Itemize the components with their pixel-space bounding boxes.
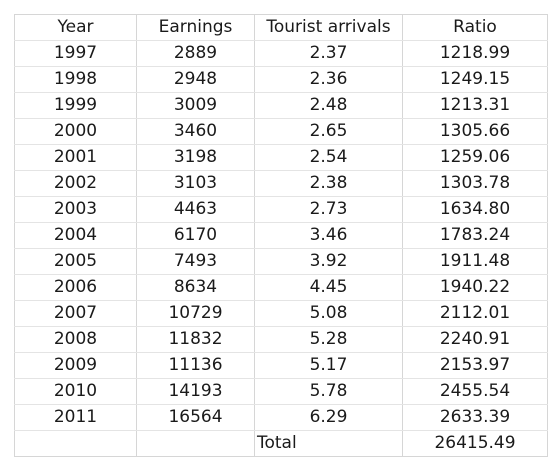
table-row: 2002 3103 2.38 1303.78 xyxy=(14,170,548,197)
cell-earnings[interactable]: 6170 xyxy=(136,222,255,249)
cell-tourist-arrivals[interactable]: 6.29 xyxy=(254,404,403,431)
table-body: 1997 2889 2.37 1218.99 1998 2948 2.36 12… xyxy=(14,40,548,457)
cell-year[interactable]: 2009 xyxy=(14,352,137,379)
table-row: 2001 3198 2.54 1259.06 xyxy=(14,144,548,171)
cell-year[interactable]: 1999 xyxy=(14,92,137,119)
cell-tourist-arrivals[interactable]: 2.36 xyxy=(254,66,403,93)
cell-tourist-arrivals[interactable]: 2.38 xyxy=(254,170,403,197)
cell-earnings[interactable]: 2889 xyxy=(136,40,255,67)
header-tourist-arrivals[interactable]: Tourist arrivals xyxy=(254,14,403,41)
cell-earnings[interactable]: 4463 xyxy=(136,196,255,223)
cell-year[interactable]: 2006 xyxy=(14,274,137,301)
cell-tourist-arrivals[interactable]: 5.78 xyxy=(254,378,403,405)
header-year[interactable]: Year xyxy=(14,14,137,41)
cell-ratio[interactable]: 1634.80 xyxy=(402,196,548,223)
cell-ratio[interactable]: 2112.01 xyxy=(402,300,548,327)
cell-year[interactable]: 2000 xyxy=(14,118,137,145)
cell-tourist-arrivals[interactable]: 5.17 xyxy=(254,352,403,379)
cell-earnings[interactable]: 14193 xyxy=(136,378,255,405)
cell-earnings[interactable]: 3009 xyxy=(136,92,255,119)
table-row: 2008 11832 5.28 2240.91 xyxy=(14,326,548,353)
cell-tourist-arrivals[interactable]: 2.65 xyxy=(254,118,403,145)
cell-ratio[interactable]: 1940.22 xyxy=(402,274,548,301)
spreadsheet: Year Earnings Tourist arrivals Ratio 199… xyxy=(14,14,548,457)
table-row: 1998 2948 2.36 1249.15 xyxy=(14,66,548,93)
cell-earnings[interactable]: 10729 xyxy=(136,300,255,327)
cell-ratio[interactable]: 2240.91 xyxy=(402,326,548,353)
table-row: 1997 2889 2.37 1218.99 xyxy=(14,40,548,67)
table-row: 2005 7493 3.92 1911.48 xyxy=(14,248,548,275)
cell-year[interactable]: 2004 xyxy=(14,222,137,249)
cell-year[interactable]: 2005 xyxy=(14,248,137,275)
cell-earnings[interactable]: 3460 xyxy=(136,118,255,145)
cell-year[interactable]: 2001 xyxy=(14,144,137,171)
cell-ratio[interactable]: 1249.15 xyxy=(402,66,548,93)
cell-year[interactable]: 2007 xyxy=(14,300,137,327)
cell-earnings[interactable]: 2948 xyxy=(136,66,255,93)
cell-tourist-arrivals[interactable]: 2.54 xyxy=(254,144,403,171)
cell-year[interactable]: 1997 xyxy=(14,40,137,67)
cell-ratio[interactable]: 1305.66 xyxy=(402,118,548,145)
table-row: 2007 10729 5.08 2112.01 xyxy=(14,300,548,327)
cell-ratio[interactable]: 2455.54 xyxy=(402,378,548,405)
cell-earnings[interactable]: 16564 xyxy=(136,404,255,431)
cell-ratio[interactable]: 1259.06 xyxy=(402,144,548,171)
table-row: 2003 4463 2.73 1634.80 xyxy=(14,196,548,223)
table-row: 2006 8634 4.45 1940.22 xyxy=(14,274,548,301)
cell-year[interactable]: 2008 xyxy=(14,326,137,353)
cell-earnings[interactable]: 11136 xyxy=(136,352,255,379)
cell-earnings[interactable]: 7493 xyxy=(136,248,255,275)
cell-tourist-arrivals[interactable]: 2.73 xyxy=(254,196,403,223)
cell-earnings[interactable]: 11832 xyxy=(136,326,255,353)
cell-tourist-arrivals[interactable]: 3.92 xyxy=(254,248,403,275)
cell-ratio[interactable]: 1783.24 xyxy=(402,222,548,249)
cell-ratio[interactable]: 1303.78 xyxy=(402,170,548,197)
header-ratio[interactable]: Ratio xyxy=(402,14,548,41)
cell-ratio[interactable]: 2633.39 xyxy=(402,404,548,431)
table-row: 2000 3460 2.65 1305.66 xyxy=(14,118,548,145)
header-earnings[interactable]: Earnings xyxy=(136,14,255,41)
cell-year[interactable]: 1998 xyxy=(14,66,137,93)
cell-ratio[interactable]: 1911.48 xyxy=(402,248,548,275)
cell-year[interactable]: 2002 xyxy=(14,170,137,197)
cell-year[interactable]: 2003 xyxy=(14,196,137,223)
cell-tourist-arrivals[interactable]: 5.28 xyxy=(254,326,403,353)
cell-tourist-arrivals[interactable]: 2.48 xyxy=(254,92,403,119)
cell-tourist-arrivals[interactable]: 5.08 xyxy=(254,300,403,327)
cell-ratio[interactable]: 1218.99 xyxy=(402,40,548,67)
cell-tourist-arrivals[interactable]: 3.46 xyxy=(254,222,403,249)
cell-ratio[interactable]: 2153.97 xyxy=(402,352,548,379)
cell-ratio[interactable]: 1213.31 xyxy=(402,92,548,119)
table-row: 2009 11136 5.17 2153.97 xyxy=(14,352,548,379)
data-table: Year Earnings Tourist arrivals Ratio 199… xyxy=(14,14,548,457)
header-row: Year Earnings Tourist arrivals Ratio xyxy=(14,14,548,41)
table-row: 2010 14193 5.78 2455.54 xyxy=(14,378,548,405)
cell-year[interactable]: 2010 xyxy=(14,378,137,405)
cell-tourist-arrivals[interactable]: 4.45 xyxy=(254,274,403,301)
table-row: 2011 16564 6.29 2633.39 xyxy=(14,404,548,431)
cell-year[interactable]: 2011 xyxy=(14,404,137,431)
cell-earnings[interactable]: 3198 xyxy=(136,144,255,171)
table-row: 1999 3009 2.48 1213.31 xyxy=(14,92,548,119)
table-row: 2004 6170 3.46 1783.24 xyxy=(14,222,548,249)
cell-earnings[interactable]: 3103 xyxy=(136,170,255,197)
cell-tourist-arrivals[interactable]: 2.37 xyxy=(254,40,403,67)
cell-earnings[interactable]: 8634 xyxy=(136,274,255,301)
